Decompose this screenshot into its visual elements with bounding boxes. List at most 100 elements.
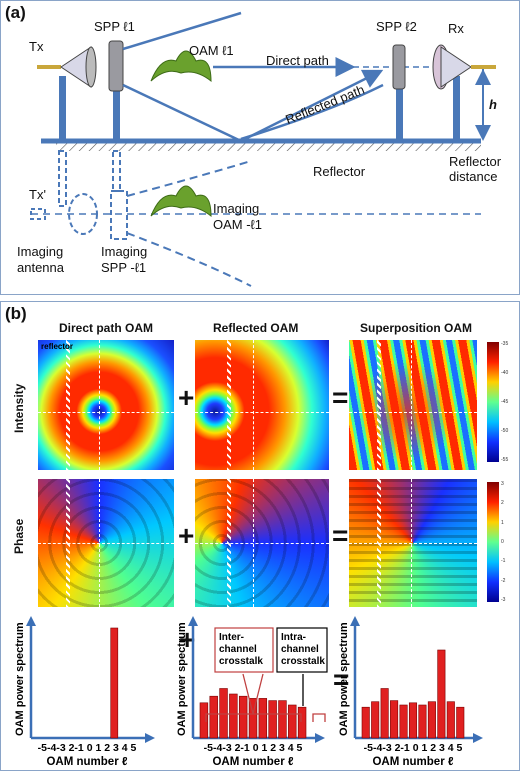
spectrum-bar [380, 688, 389, 739]
spectrum-x-label: OAM number ℓ [46, 756, 127, 768]
spectrum-bar [390, 700, 399, 739]
imaging-oam-icon [150, 185, 212, 218]
row-label-phase: Phase [12, 518, 26, 554]
phase-colorbar-tick: 2 [501, 500, 504, 507]
spectrum-bar [238, 695, 248, 739]
panel-a: (a) [0, 0, 520, 295]
inter-channel-label: channel [219, 644, 257, 655]
reflector-label: Reflector [313, 164, 366, 179]
inter-channel-box [214, 627, 274, 673]
reflector-tag: reflector [41, 342, 74, 351]
panel-a-label: (a) [5, 3, 26, 22]
reflected-path-arrow [240, 69, 384, 143]
phase-superposition-map [349, 479, 477, 607]
spectrum-y-label: OAM power spectrum [14, 622, 26, 736]
spectrum-bar [248, 698, 258, 739]
phase-colorbar-tick: 0 [501, 539, 504, 545]
spp2-post [396, 76, 403, 141]
plus-operator-1: + [178, 382, 195, 413]
spectrum-bar [110, 627, 119, 739]
oam1-label: OAM ℓ1 [189, 43, 234, 58]
reflector-distance-label-1: Reflector [449, 154, 502, 169]
spectrum-bar [258, 698, 268, 739]
imaging-antenna-label-1: Imaging [17, 244, 64, 259]
spectrum-bar [437, 649, 446, 739]
col-title-superposition: Superposition OAM [360, 321, 472, 335]
reflector-hatch [56, 141, 481, 151]
spectrum-charts: OAM power spectrum -5-4-3 2-1 0 1 2 3 4 5… [14, 616, 483, 768]
spectrum-x-label: OAM number ℓ [212, 756, 293, 768]
spectrum-bar [199, 702, 209, 739]
equals-operator-2: = [332, 520, 349, 551]
spectrum-x-arrow [473, 733, 483, 743]
spectrum-bar [297, 706, 307, 739]
spectrum-bar [446, 701, 455, 739]
intra-channel-label: channel [281, 644, 319, 655]
phase-direct-map [38, 479, 174, 607]
spectrum-y-arrow [26, 616, 36, 626]
plus-operator-2: + [178, 520, 195, 551]
phase-reflected-map [195, 479, 329, 607]
phase-colorbar [487, 482, 499, 602]
spectrum-bar [456, 706, 465, 739]
spectrum-bar [288, 704, 297, 739]
spectrum-bar [219, 688, 228, 739]
phase-colorbar-tick: -1 [501, 558, 506, 565]
imaging-oam-label-2: OAM -ℓ1 [213, 217, 262, 232]
intensity-reflected-map [195, 340, 329, 470]
intensity-colorbar-tick: -50 [501, 428, 509, 434]
spectrum-bar [229, 693, 238, 739]
spectrum-bar [427, 701, 436, 739]
spectrum-bar [278, 700, 287, 739]
spectrum-bar [361, 706, 370, 739]
spectrum-x-arrow [145, 733, 155, 743]
tx-prime-label: Tx' [29, 187, 46, 202]
spectrum-y-label: OAM power spectrum [176, 622, 188, 736]
spectrum-tick-labels: -5-4-3 2-1 0 1 2 3 4 5 [204, 742, 303, 754]
row-label-intensity: Intensity [12, 383, 26, 433]
rx-label: Rx [448, 21, 464, 36]
phase-colorbar-tick: 3 [501, 481, 504, 487]
spectrum-y-arrow [350, 616, 360, 626]
intensity-colorbar-tick: -35 [501, 341, 509, 347]
intensity-colorbar [487, 342, 499, 462]
spectrum-bar [371, 701, 380, 739]
direct-path-label: Direct path [266, 53, 329, 68]
spectrum-x-label: OAM number ℓ [372, 756, 453, 768]
inter-channel-arrow [252, 673, 264, 715]
intensity-colorbar-tick: -40 [501, 370, 509, 376]
inter-channel-label: Inter- [219, 632, 244, 643]
imaging-spp-label-1: Imaging [101, 244, 148, 259]
spectrum-y-label: OAM power spectrum [338, 622, 350, 736]
col-title-reflected: Reflected OAM [213, 321, 299, 335]
height-label: h [489, 97, 497, 112]
equals-operator-1: = [332, 382, 349, 413]
intensity-superposition-map [349, 340, 477, 470]
spectrum-bar [408, 702, 418, 739]
imaging-antenna-label-2: antenna [17, 260, 64, 275]
phase-colorbar-tick: -2 [501, 577, 506, 584]
equals-operator-3: = [333, 664, 350, 695]
intra-channel-box [276, 627, 328, 673]
spectrum-bar [209, 695, 218, 739]
phase-colorbar-tick: -3 [501, 597, 506, 603]
spp2-label: SPP ℓ2 [376, 19, 417, 34]
spectrum-tick-labels: -5-4-3 2-1 0 1 2 3 4 5 [38, 742, 137, 754]
intra-channel-label: Intra- [281, 632, 306, 643]
intensity-colorbar-tick: -45 [501, 399, 509, 405]
panel-b-label: (b) [5, 304, 27, 323]
spp1-plate [108, 40, 124, 92]
intensity-direct-map: reflector [38, 340, 174, 470]
setup-diagram [30, 11, 496, 287]
spp2-plate [392, 44, 406, 90]
reflector-distance-label-2: distance [449, 169, 498, 184]
plus-operator-3: + [179, 624, 196, 655]
spectrum-bar [268, 700, 277, 739]
intra-channel-label: crosstalk [281, 656, 325, 667]
spp1-label: SPP ℓ1 [94, 19, 135, 34]
phase-colorbar-tick: 1 [501, 519, 504, 526]
spectrum-bar [399, 704, 408, 739]
oam-beam-icon [150, 50, 212, 83]
spp1-post [113, 76, 120, 141]
inter-channel-brace-right [312, 713, 326, 722]
